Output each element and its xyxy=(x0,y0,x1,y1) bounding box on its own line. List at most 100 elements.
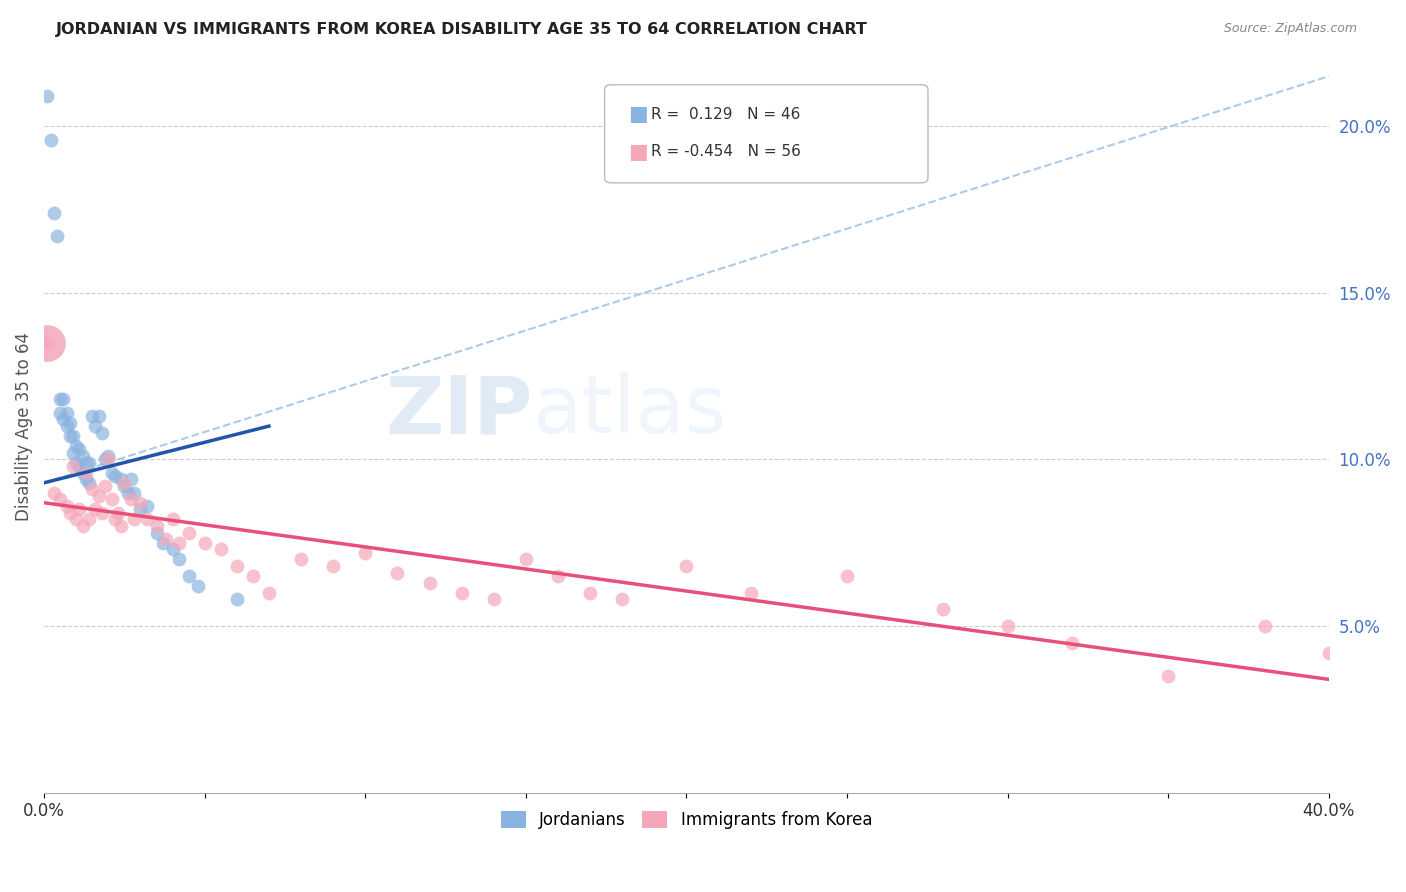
Point xyxy=(62,446,84,460)
Point xyxy=(1060,636,1083,650)
Text: ■: ■ xyxy=(628,142,648,161)
Point xyxy=(46,229,69,244)
Point xyxy=(55,406,77,420)
Point xyxy=(69,442,91,457)
Point xyxy=(90,425,112,440)
Point xyxy=(55,499,77,513)
Point xyxy=(547,569,569,583)
Point xyxy=(187,579,209,593)
Text: atlas: atlas xyxy=(533,373,727,450)
Point xyxy=(290,552,312,566)
Point xyxy=(59,416,82,430)
Point xyxy=(42,206,65,220)
Point xyxy=(932,602,955,616)
Point xyxy=(129,496,152,510)
Point xyxy=(1157,669,1180,683)
Point xyxy=(72,449,94,463)
Point xyxy=(1317,646,1340,660)
Point xyxy=(94,479,117,493)
Point xyxy=(515,552,537,566)
Point xyxy=(167,552,190,566)
Point xyxy=(87,489,110,503)
Point xyxy=(37,335,59,350)
Point xyxy=(110,472,132,486)
Point xyxy=(110,519,132,533)
Point xyxy=(75,472,97,486)
Point xyxy=(167,535,190,549)
Point xyxy=(72,466,94,480)
Point xyxy=(145,519,167,533)
Point xyxy=(122,485,145,500)
Point xyxy=(387,566,409,580)
Point xyxy=(100,466,122,480)
Point xyxy=(49,492,72,507)
Point xyxy=(65,439,87,453)
Point xyxy=(257,585,280,599)
Point xyxy=(209,542,232,557)
Point xyxy=(122,512,145,526)
Point xyxy=(65,512,87,526)
Point xyxy=(194,535,217,549)
Point xyxy=(87,409,110,424)
Point xyxy=(59,429,82,443)
Point xyxy=(37,335,59,350)
Text: R =  0.129   N = 46: R = 0.129 N = 46 xyxy=(651,107,800,121)
Point xyxy=(135,512,157,526)
Point xyxy=(39,132,62,146)
Point xyxy=(225,592,247,607)
Point xyxy=(579,585,602,599)
Point xyxy=(145,525,167,540)
Point xyxy=(152,535,174,549)
Point xyxy=(49,392,72,407)
Point xyxy=(59,506,82,520)
Text: JORDANIAN VS IMMIGRANTS FROM KOREA DISABILITY AGE 35 TO 64 CORRELATION CHART: JORDANIAN VS IMMIGRANTS FROM KOREA DISAB… xyxy=(56,22,868,37)
Point xyxy=(100,492,122,507)
Point xyxy=(52,392,75,407)
Point xyxy=(75,456,97,470)
Point xyxy=(62,429,84,443)
Point xyxy=(418,575,440,590)
Text: R = -0.454   N = 56: R = -0.454 N = 56 xyxy=(651,145,801,159)
Text: Source: ZipAtlas.com: Source: ZipAtlas.com xyxy=(1223,22,1357,36)
Point xyxy=(90,506,112,520)
Point xyxy=(77,456,100,470)
Point xyxy=(120,492,142,507)
Point xyxy=(120,472,142,486)
Point xyxy=(75,466,97,480)
Point xyxy=(129,502,152,516)
Point xyxy=(55,419,77,434)
Point xyxy=(354,546,377,560)
Point xyxy=(72,519,94,533)
Point xyxy=(482,592,505,607)
Point xyxy=(97,449,120,463)
Legend: Jordanians, Immigrants from Korea: Jordanians, Immigrants from Korea xyxy=(494,804,879,836)
Point xyxy=(84,502,107,516)
Point xyxy=(112,475,135,490)
Point xyxy=(135,499,157,513)
Point xyxy=(77,512,100,526)
Point xyxy=(97,452,120,467)
Point xyxy=(69,502,91,516)
Point xyxy=(740,585,762,599)
Point xyxy=(162,542,184,557)
Point xyxy=(37,89,59,103)
Point xyxy=(177,525,200,540)
Point xyxy=(322,559,344,574)
Point xyxy=(77,475,100,490)
Point xyxy=(835,569,858,583)
Point xyxy=(155,533,177,547)
Point xyxy=(997,619,1019,633)
Point xyxy=(1253,619,1275,633)
Point xyxy=(107,506,129,520)
Point xyxy=(65,456,87,470)
Point xyxy=(42,485,65,500)
Point xyxy=(82,483,104,497)
Point xyxy=(62,459,84,474)
Text: ■: ■ xyxy=(628,104,648,124)
Point xyxy=(675,559,697,574)
Point xyxy=(612,592,634,607)
Text: ZIP: ZIP xyxy=(385,373,533,450)
Y-axis label: Disability Age 35 to 64: Disability Age 35 to 64 xyxy=(15,332,32,521)
Point xyxy=(52,412,75,426)
Point xyxy=(162,512,184,526)
